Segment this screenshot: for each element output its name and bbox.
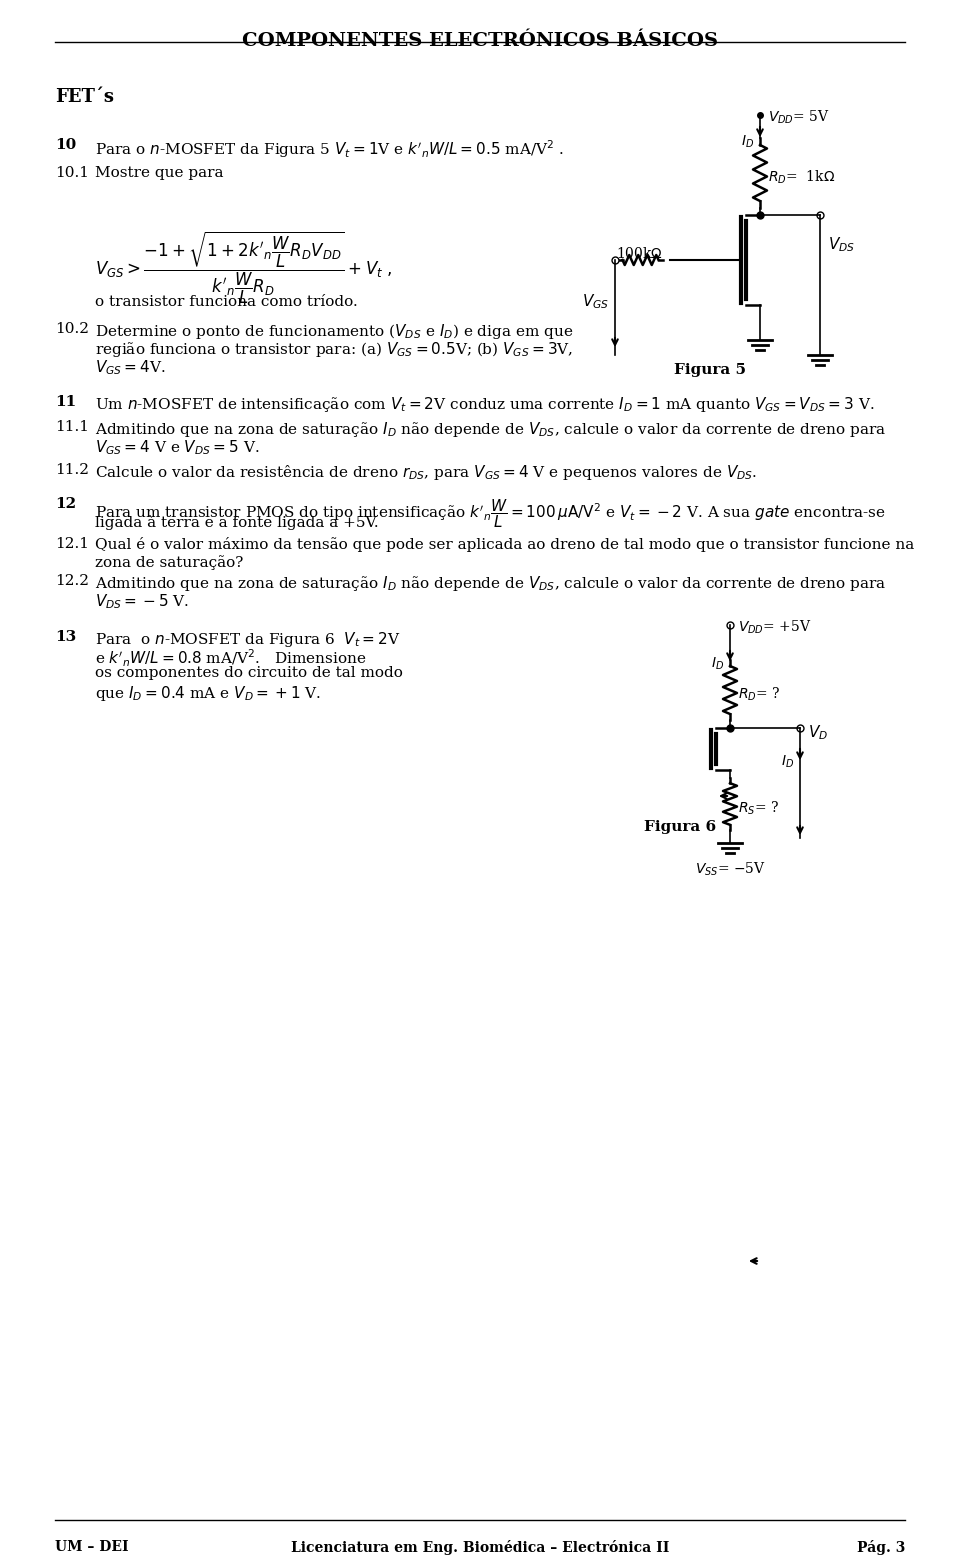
Text: 13: 13 <box>55 630 76 644</box>
Text: $V_{GS}$: $V_{GS}$ <box>582 292 609 311</box>
Text: o transistor funciona como tríodo.: o transistor funciona como tríodo. <box>95 296 358 310</box>
Text: região funciona o transistor para: (a) $V_{GS}= 0.5$V; (b) $V_{GS}= 3$V,: região funciona o transistor para: (a) $… <box>95 339 573 360</box>
Text: ligada à terra e a fonte ligada a +5V.: ligada à terra e a fonte ligada a +5V. <box>95 515 378 530</box>
Text: $V_{DD}$= +5V: $V_{DD}$= +5V <box>738 619 811 637</box>
Text: 12.1: 12.1 <box>55 536 89 551</box>
Text: $R_D$=  1k$\Omega$: $R_D$= 1k$\Omega$ <box>768 169 835 186</box>
Text: Pág. 3: Pág. 3 <box>856 1541 905 1555</box>
Text: $V_{GS}= 4$V.: $V_{GS}= 4$V. <box>95 358 166 377</box>
Text: $R_S$= ?: $R_S$= ? <box>738 801 780 818</box>
Text: Calcule o valor da resistência de dreno $r_{DS}$, para $V_{GS}= 4$ V e pequenos : Calcule o valor da resistência de dreno … <box>95 463 757 482</box>
Text: Um $n$-MOSFET de intensificação com $V_t = 2$V conduz uma corrente $I_D = 1$ mA : Um $n$-MOSFET de intensificação com $V_t… <box>95 396 875 414</box>
Text: que $I_D = 0.4$ mA e $V_D = +1$ V.: que $I_D = 0.4$ mA e $V_D = +1$ V. <box>95 683 321 702</box>
Text: Admitindo que na zona de saturação $I_D$ não depende de $V_{DS}$, calcule o valo: Admitindo que na zona de saturação $I_D$… <box>95 421 886 439</box>
Text: $V_{SS}$= $-$5V: $V_{SS}$= $-$5V <box>694 862 765 879</box>
Text: 11.1: 11.1 <box>55 421 89 433</box>
Text: $V_{GS} > \dfrac{-1+\sqrt{1+2k'_n\dfrac{W}{L}R_D V_{DD}}}{k'_n\dfrac{W}{L}R_D}+V: $V_{GS} > \dfrac{-1+\sqrt{1+2k'_n\dfrac{… <box>95 230 393 307</box>
Text: $I_D$: $I_D$ <box>710 655 724 673</box>
Text: os componentes do circuito de tal modo: os componentes do circuito de tal modo <box>95 666 403 680</box>
Text: $R_D$= ?: $R_D$= ? <box>738 687 780 704</box>
Text: 12.2: 12.2 <box>55 574 89 588</box>
Text: Para um transistor PMOS do tipo intensificação $k'_n \dfrac{W}{L} = 100\,\mu\mat: Para um transistor PMOS do tipo intensif… <box>95 497 886 530</box>
Text: $I_D$: $I_D$ <box>780 754 794 771</box>
Text: COMPONENTES ELECTRÓNICOS BÁSICOS: COMPONENTES ELECTRÓNICOS BÁSICOS <box>242 31 718 50</box>
Text: Para o $n$-MOSFET da Figura 5 $V_t = 1$V e $k'_n W/L = 0.5$ mA/V$^2$ .: Para o $n$-MOSFET da Figura 5 $V_t = 1$V… <box>95 138 564 160</box>
Text: e $k'_n W/L = 0.8$ mA/V$^2$.   Dimensione: e $k'_n W/L = 0.8$ mA/V$^2$. Dimensione <box>95 647 367 669</box>
Text: 11: 11 <box>55 396 76 410</box>
Text: Determine o ponto de funcionamento ($V_{DS}$ e $I_D$) e diga em que: Determine o ponto de funcionamento ($V_{… <box>95 322 573 341</box>
Text: Figura 5: Figura 5 <box>674 363 746 377</box>
Text: Figura 6: Figura 6 <box>644 820 716 834</box>
Text: $I_D$: $I_D$ <box>741 135 754 150</box>
Text: $V_{GS} = 4$ V e $V_{DS} = 5$ V.: $V_{GS} = 4$ V e $V_{DS} = 5$ V. <box>95 438 259 457</box>
Text: UM – DEI: UM – DEI <box>55 1541 129 1555</box>
Text: 10: 10 <box>55 138 76 152</box>
Text: FET´s: FET´s <box>55 88 114 106</box>
Text: 10.1: 10.1 <box>55 166 89 180</box>
Text: 10.2: 10.2 <box>55 322 89 336</box>
Text: $V_{DS}$: $V_{DS}$ <box>828 235 855 253</box>
Text: Admitindo que na zona de saturação $I_D$ não depende de $V_{DS}$, calcule o valo: Admitindo que na zona de saturação $I_D$… <box>95 574 886 593</box>
Text: $V_D$: $V_D$ <box>808 723 828 741</box>
Text: Qual é o valor máximo da tensão que pode ser aplicada ao dreno de tal modo que o: Qual é o valor máximo da tensão que pode… <box>95 536 914 552</box>
Text: $V_{DS} = -5$ V.: $V_{DS} = -5$ V. <box>95 593 189 610</box>
Text: Mostre que para: Mostre que para <box>95 166 224 180</box>
Text: $V_{DD}$= 5V: $V_{DD}$= 5V <box>768 109 830 127</box>
Text: zona de saturação?: zona de saturação? <box>95 555 244 569</box>
Text: Para  o $n$-MOSFET da Figura 6  $V_t = 2$V: Para o $n$-MOSFET da Figura 6 $V_t = 2$V <box>95 630 400 649</box>
Text: 12: 12 <box>55 497 76 511</box>
Text: 100k$\Omega$: 100k$\Omega$ <box>616 246 663 261</box>
Text: 11.2: 11.2 <box>55 463 89 477</box>
Text: Licenciatura em Eng. Biomédica – Electrónica II: Licenciatura em Eng. Biomédica – Electró… <box>291 1541 669 1555</box>
